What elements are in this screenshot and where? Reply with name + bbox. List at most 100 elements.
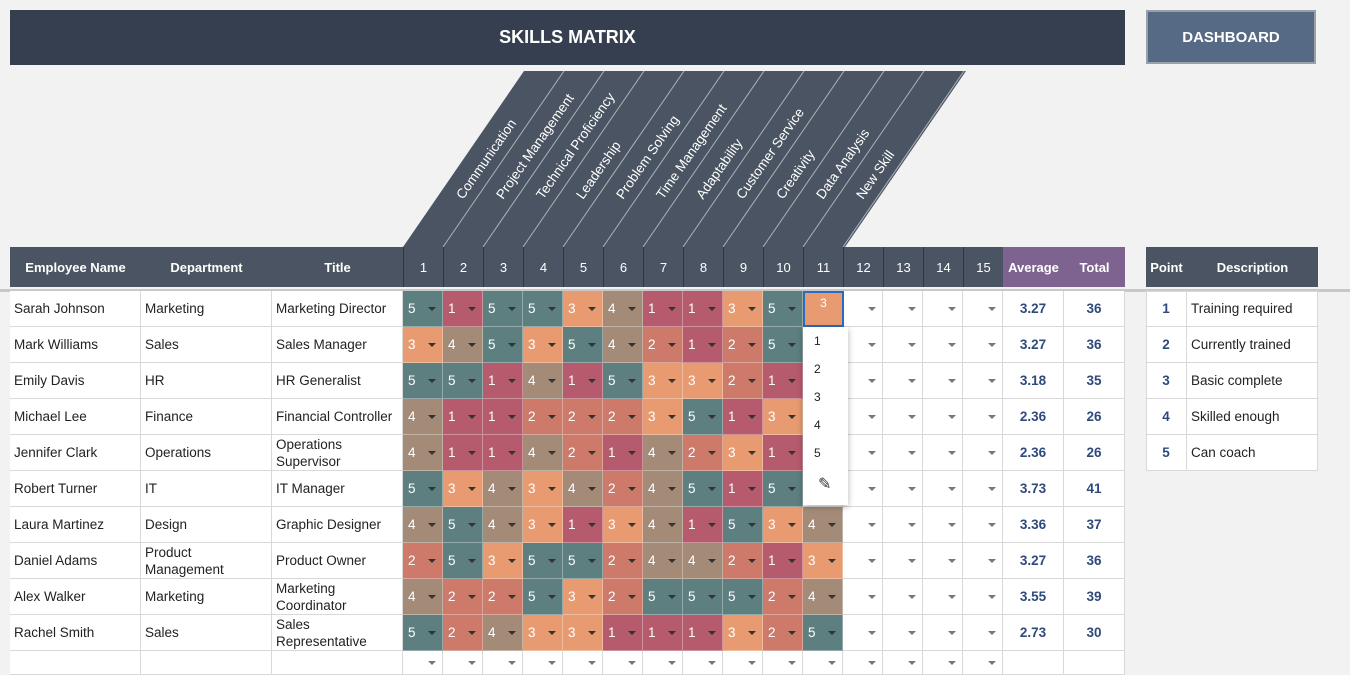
dropdown-arrow-icon[interactable] (788, 594, 796, 599)
score-cell[interactable]: 3 (763, 399, 803, 435)
dropdown-option[interactable]: 1 (814, 334, 821, 348)
department-cell[interactable]: Sales (141, 327, 272, 363)
dropdown-arrow-icon[interactable] (708, 522, 716, 527)
dropdown-arrow-icon[interactable] (748, 630, 756, 635)
score-cell[interactable]: 5 (763, 471, 803, 507)
score-cell[interactable]: 2 (483, 579, 523, 615)
score-cell[interactable] (963, 291, 1003, 327)
score-cell[interactable]: 4 (523, 435, 563, 471)
dropdown-arrow-icon[interactable] (948, 414, 956, 419)
score-cell[interactable] (843, 579, 883, 615)
dropdown-arrow-icon[interactable] (588, 630, 596, 635)
dropdown-arrow-icon[interactable] (708, 558, 716, 563)
score-cell[interactable] (843, 399, 883, 435)
dropdown-arrow-icon[interactable] (588, 522, 596, 527)
dropdown-arrow-icon[interactable] (628, 558, 636, 563)
score-cell[interactable]: 3 (603, 507, 643, 543)
score-cell[interactable]: 1 (443, 399, 483, 435)
score-cell[interactable]: 5 (803, 615, 843, 651)
score-cell[interactable] (923, 291, 963, 327)
score-cell[interactable]: 4 (643, 543, 683, 579)
score-cell[interactable] (723, 651, 763, 675)
dropdown-arrow-icon[interactable] (948, 522, 956, 527)
score-cell[interactable] (843, 291, 883, 327)
dropdown-arrow-icon[interactable] (708, 630, 716, 635)
score-cell[interactable]: 3 (563, 291, 603, 327)
dropdown-arrow-icon[interactable] (828, 522, 836, 527)
dropdown-arrow-icon[interactable] (748, 306, 756, 311)
dropdown-arrow-icon[interactable] (628, 378, 636, 383)
score-cell[interactable]: 5 (483, 291, 523, 327)
dropdown-arrow-icon[interactable] (868, 660, 876, 665)
score-cell[interactable]: 1 (763, 543, 803, 579)
title-cell[interactable]: IT Manager (272, 471, 403, 507)
dropdown-arrow-icon[interactable] (548, 558, 556, 563)
dropdown-arrow-icon[interactable] (868, 522, 876, 527)
score-cell[interactable] (403, 651, 443, 675)
dropdown-arrow-icon[interactable] (468, 630, 476, 635)
dropdown-arrow-icon[interactable] (548, 594, 556, 599)
score-cell[interactable]: 4 (603, 327, 643, 363)
dropdown-arrow-icon[interactable] (948, 558, 956, 563)
employee-name-cell[interactable]: Mark Williams (10, 327, 141, 363)
score-cell[interactable] (843, 363, 883, 399)
employee-name-cell[interactable]: Laura Martinez (10, 507, 141, 543)
score-cell[interactable]: 3 (803, 543, 843, 579)
score-cell[interactable] (843, 435, 883, 471)
dropdown-arrow-icon[interactable] (748, 414, 756, 419)
score-cell[interactable]: 5 (683, 579, 723, 615)
score-cell[interactable]: 1 (723, 399, 763, 435)
score-cell[interactable]: 5 (443, 507, 483, 543)
score-cell[interactable] (563, 651, 603, 675)
title-cell[interactable]: HR Generalist (272, 363, 403, 399)
dropdown-arrow-icon[interactable] (668, 486, 676, 491)
dropdown-arrow-icon[interactable] (508, 660, 516, 665)
score-cell[interactable]: 1 (483, 435, 523, 471)
dropdown-arrow-icon[interactable] (868, 486, 876, 491)
dropdown-arrow-icon[interactable] (588, 378, 596, 383)
score-cell[interactable]: 4 (403, 399, 443, 435)
dropdown-arrow-icon[interactable] (508, 378, 516, 383)
score-cell[interactable] (883, 651, 923, 675)
dropdown-arrow-icon[interactable] (908, 630, 916, 635)
dropdown-arrow-icon[interactable] (708, 450, 716, 455)
dropdown-arrow-icon[interactable] (788, 522, 796, 527)
dropdown-arrow-icon[interactable] (828, 660, 836, 665)
dropdown-arrow-icon[interactable] (468, 414, 476, 419)
score-cell[interactable]: 1 (483, 363, 523, 399)
dropdown-arrow-icon[interactable] (588, 486, 596, 491)
score-cell[interactable]: 3 (723, 615, 763, 651)
dropdown-arrow-icon[interactable] (548, 660, 556, 665)
dropdown-arrow-icon[interactable] (948, 450, 956, 455)
dropdown-arrow-icon[interactable] (788, 630, 796, 635)
dropdown-option[interactable]: 5 (814, 446, 821, 460)
score-cell[interactable]: 2 (443, 615, 483, 651)
selected-score-cell[interactable]: 3 (803, 291, 844, 327)
dropdown-arrow-icon[interactable] (988, 558, 996, 563)
score-cell[interactable] (523, 651, 563, 675)
dropdown-arrow-icon[interactable] (508, 342, 516, 347)
dropdown-arrow-icon[interactable] (948, 486, 956, 491)
dropdown-arrow-icon[interactable] (708, 594, 716, 599)
score-cell[interactable]: 3 (403, 327, 443, 363)
dropdown-arrow-icon[interactable] (628, 414, 636, 419)
score-cell[interactable]: 4 (443, 327, 483, 363)
department-cell[interactable]: Marketing (141, 291, 272, 327)
score-cell[interactable]: 1 (683, 327, 723, 363)
score-cell[interactable] (883, 435, 923, 471)
title-cell[interactable]: Sales Manager (272, 327, 403, 363)
dropdown-arrow-icon[interactable] (588, 414, 596, 419)
department-cell[interactable]: IT (141, 471, 272, 507)
score-cell[interactable] (803, 651, 843, 675)
score-cell[interactable]: 1 (723, 471, 763, 507)
department-cell[interactable]: Marketing (141, 579, 272, 615)
title-cell[interactable]: Graphic Designer (272, 507, 403, 543)
dropdown-arrow-icon[interactable] (788, 486, 796, 491)
dropdown-arrow-icon[interactable] (908, 486, 916, 491)
score-cell[interactable]: 5 (723, 507, 763, 543)
score-cell[interactable]: 1 (643, 291, 683, 327)
score-cell[interactable]: 2 (603, 399, 643, 435)
dropdown-arrow-icon[interactable] (668, 522, 676, 527)
title-cell[interactable]: Product Owner (272, 543, 403, 579)
score-cell[interactable]: 5 (683, 399, 723, 435)
